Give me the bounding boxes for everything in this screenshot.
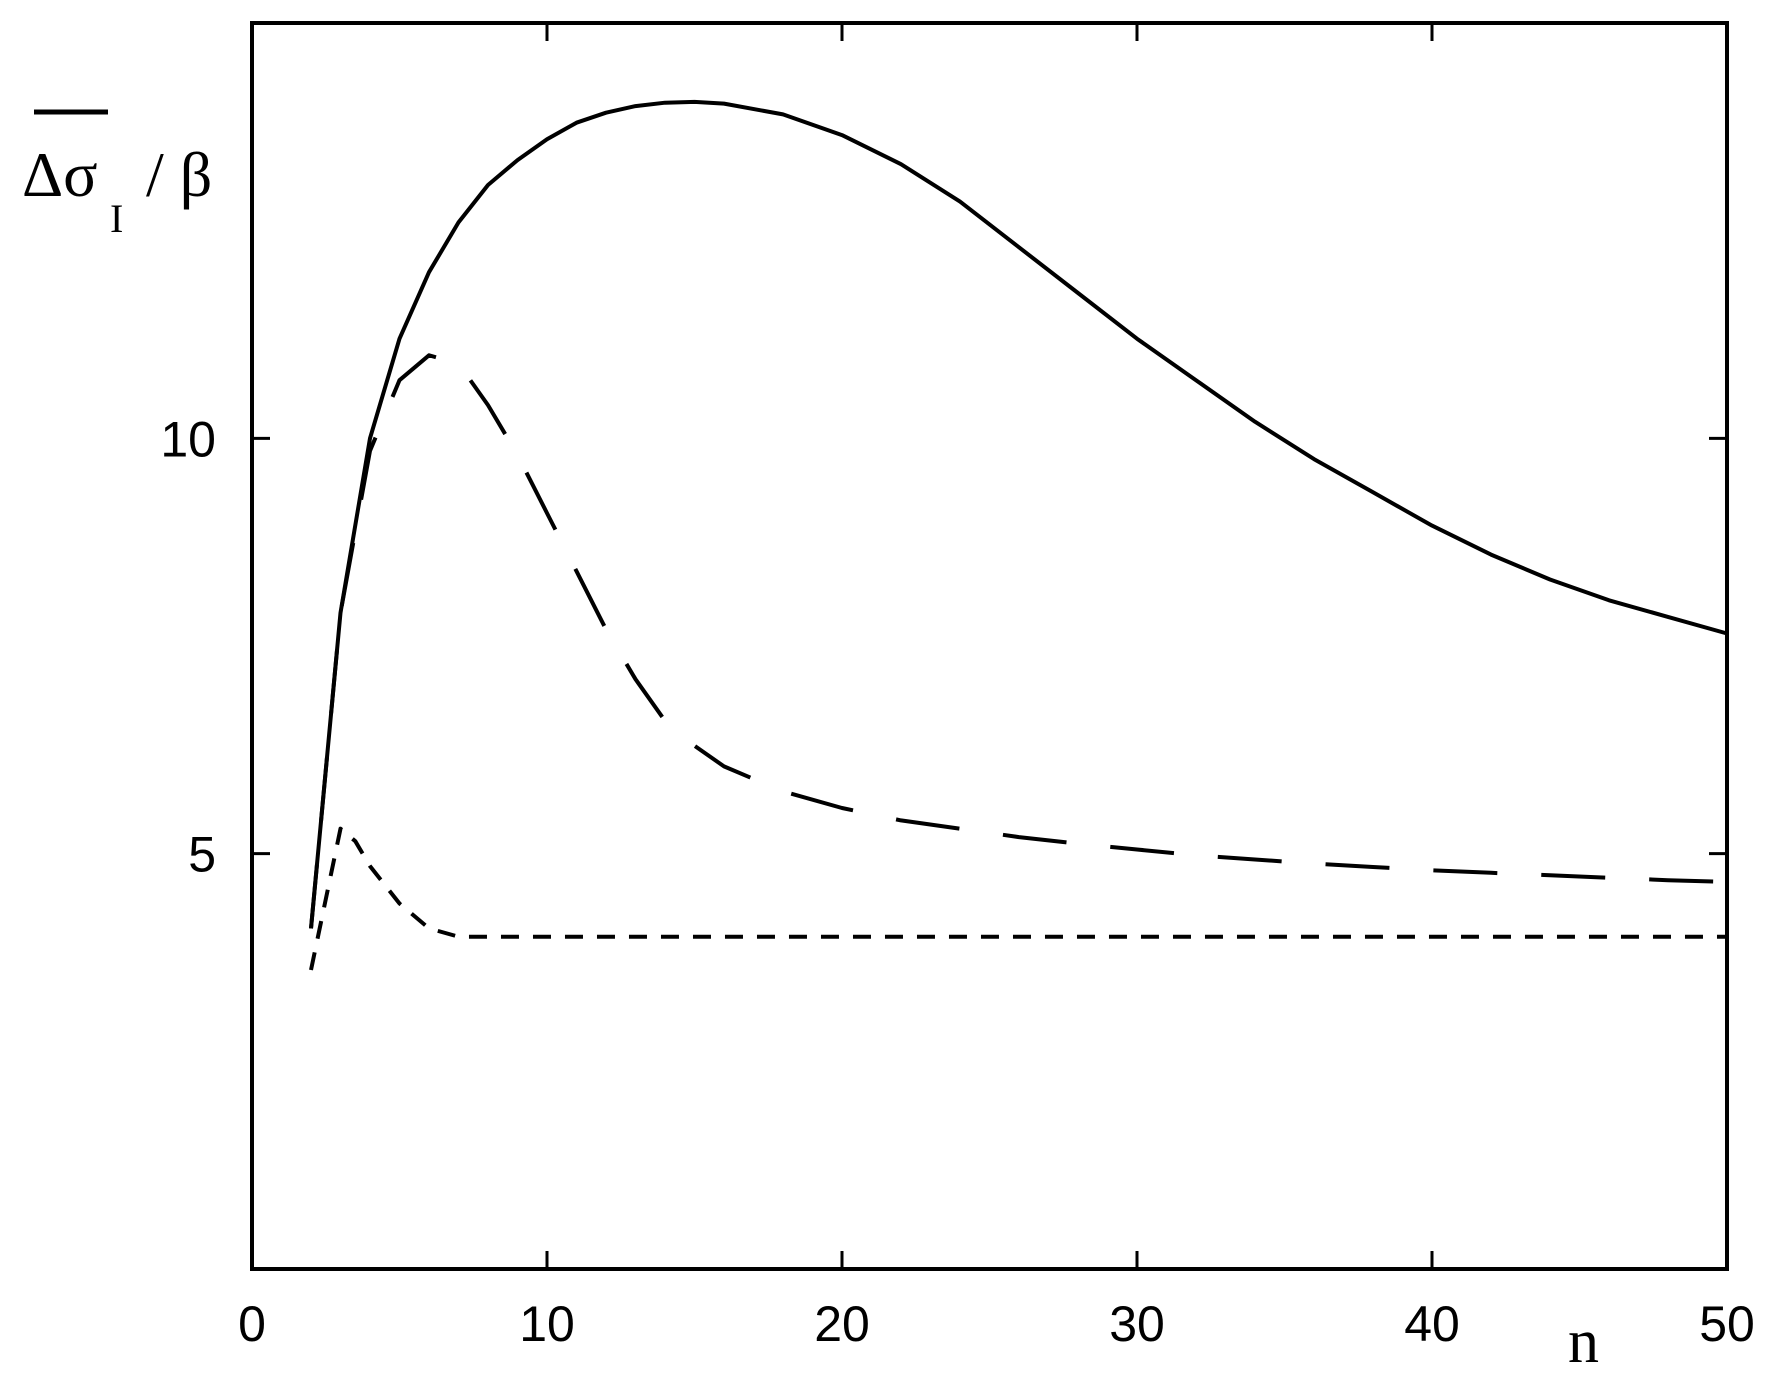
x-tick-label-30: 30 xyxy=(1109,1296,1165,1352)
y-axis-label: Δσ I / β xyxy=(22,109,212,241)
x-tick-label-10: 10 xyxy=(519,1296,575,1352)
x-tick-label-50: 50 xyxy=(1699,1296,1755,1352)
ticks xyxy=(250,23,1729,1269)
y-label-main: Δσ xyxy=(22,139,98,210)
x-axis-label: n xyxy=(1568,1308,1599,1376)
y-label-sub: I xyxy=(110,196,123,241)
y-tick-label-10: 10 xyxy=(160,411,216,467)
x-tick-label-40: 40 xyxy=(1404,1296,1460,1352)
series-line-long-dash xyxy=(309,353,1728,929)
series-layer xyxy=(309,99,1728,971)
x-tick-label-0: 0 xyxy=(238,1296,266,1352)
tick-labels: 0 10 20 30 40 50 5 10 xyxy=(160,411,1754,1352)
plot-frame xyxy=(250,21,1729,1271)
x-tick-label-20: 20 xyxy=(814,1296,870,1352)
y-label-tail: / β xyxy=(146,139,212,210)
series-line-short-dash xyxy=(309,826,1727,971)
y-tick-label-5: 5 xyxy=(188,827,216,883)
series-line-solid xyxy=(309,99,1728,929)
